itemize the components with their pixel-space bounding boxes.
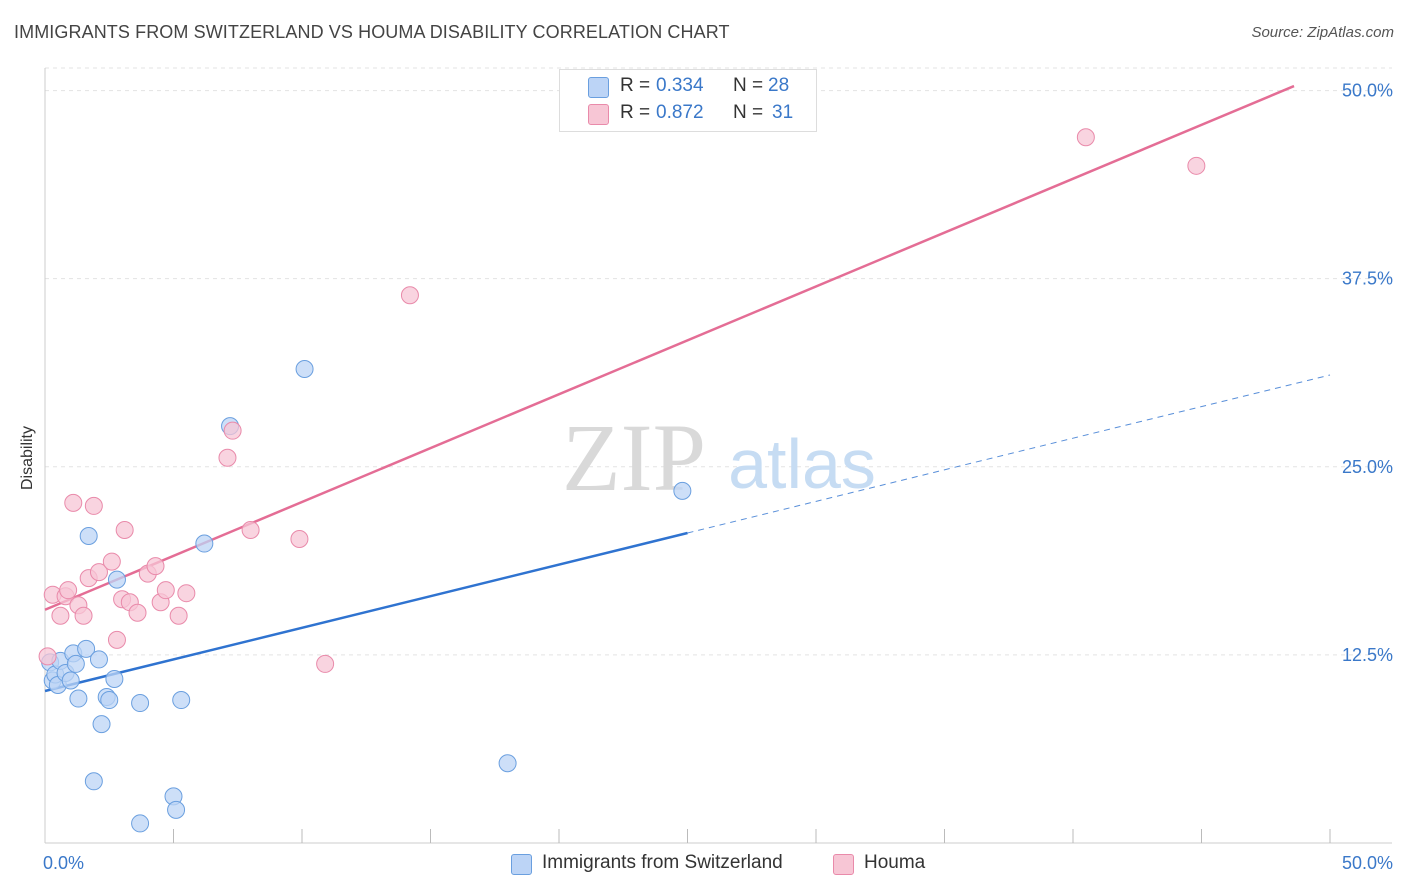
point-houma: [400, 286, 419, 305]
point-switzerland: [77, 639, 96, 658]
legend-swatch-switzerland: [511, 854, 532, 875]
point-houma: [59, 581, 78, 600]
point-houma: [84, 496, 103, 515]
legend-r-value: 0.334: [656, 75, 704, 96]
point-houma: [316, 654, 335, 673]
point-houma: [107, 630, 126, 649]
point-houma: [146, 557, 165, 576]
point-switzerland: [100, 691, 119, 710]
point-switzerland: [131, 814, 150, 833]
point-switzerland: [61, 671, 80, 690]
legend-label-houma: Houma: [864, 852, 926, 873]
point-switzerland: [89, 650, 108, 669]
axes: [44, 68, 1392, 844]
legend-swatch-switzerland: [588, 77, 609, 98]
trend-extension-switzerland: [687, 374, 1331, 534]
point-houma: [74, 606, 93, 625]
tick-labels: 12.5% 25.0% 37.5% 50.0% 0.0% 50.0%: [43, 81, 1393, 873]
trend-line-houma: [44, 84, 1295, 611]
gridlines: [45, 67, 1392, 656]
point-switzerland: [195, 534, 214, 553]
legend-n-value: 31: [772, 102, 794, 123]
point-switzerland: [131, 694, 150, 713]
legend-n-value: 28: [768, 75, 790, 96]
data-points: [38, 128, 1206, 833]
point-houma: [241, 520, 260, 539]
y-tick-label: 37.5%: [1342, 269, 1393, 289]
point-switzerland: [295, 359, 314, 378]
correlation-legend: R = 0.334 N = 28 R = 0.872 N = 31: [559, 69, 817, 132]
legend-n-label: N =: [733, 75, 764, 96]
point-houma: [177, 584, 196, 603]
legend-swatch-houma: [833, 854, 854, 875]
point-houma: [89, 563, 108, 582]
point-switzerland: [105, 669, 124, 688]
point-switzerland: [107, 570, 126, 589]
point-houma: [38, 647, 57, 666]
watermark-atlas: atlas: [728, 425, 876, 503]
point-houma: [156, 581, 175, 600]
point-houma: [64, 493, 83, 512]
y-tick-label: 12.5%: [1342, 645, 1393, 665]
point-houma: [169, 606, 188, 625]
point-switzerland: [673, 481, 692, 500]
y-tick-label: 50.0%: [1342, 81, 1393, 101]
point-switzerland: [92, 715, 111, 734]
chart-title: IMMIGRANTS FROM SWITZERLAND VS HOUMA DIS…: [14, 22, 730, 42]
point-switzerland: [79, 527, 98, 546]
legend-r-value: 0.872: [656, 102, 704, 123]
point-switzerland: [66, 654, 85, 673]
x-tick-label: 0.0%: [43, 853, 84, 873]
point-houma: [1187, 156, 1206, 175]
point-houma: [51, 606, 70, 625]
legend-r-label: R =: [620, 75, 651, 96]
legend-swatch-houma: [588, 104, 609, 125]
point-switzerland: [167, 800, 186, 819]
trend-lines: [44, 84, 1331, 693]
point-houma: [115, 520, 134, 539]
legend-n-label: N =: [733, 102, 764, 123]
point-houma: [290, 530, 309, 549]
point-houma: [128, 603, 147, 622]
point-houma: [218, 448, 237, 467]
source-credit: Source: ZipAtlas.com: [1251, 24, 1394, 41]
point-houma: [223, 421, 242, 440]
point-switzerland: [69, 689, 88, 708]
point-switzerland: [84, 772, 103, 791]
legend-r-label: R =: [620, 102, 651, 123]
legend-label-switzerland: Immigrants from Switzerland: [542, 852, 783, 873]
point-switzerland: [172, 691, 191, 710]
y-tick-label: 25.0%: [1342, 457, 1393, 477]
point-houma: [1076, 128, 1095, 147]
point-switzerland: [498, 754, 517, 773]
x-tick-label: 50.0%: [1342, 853, 1393, 873]
trend-line-switzerland: [44, 531, 688, 693]
point-houma: [102, 552, 121, 571]
